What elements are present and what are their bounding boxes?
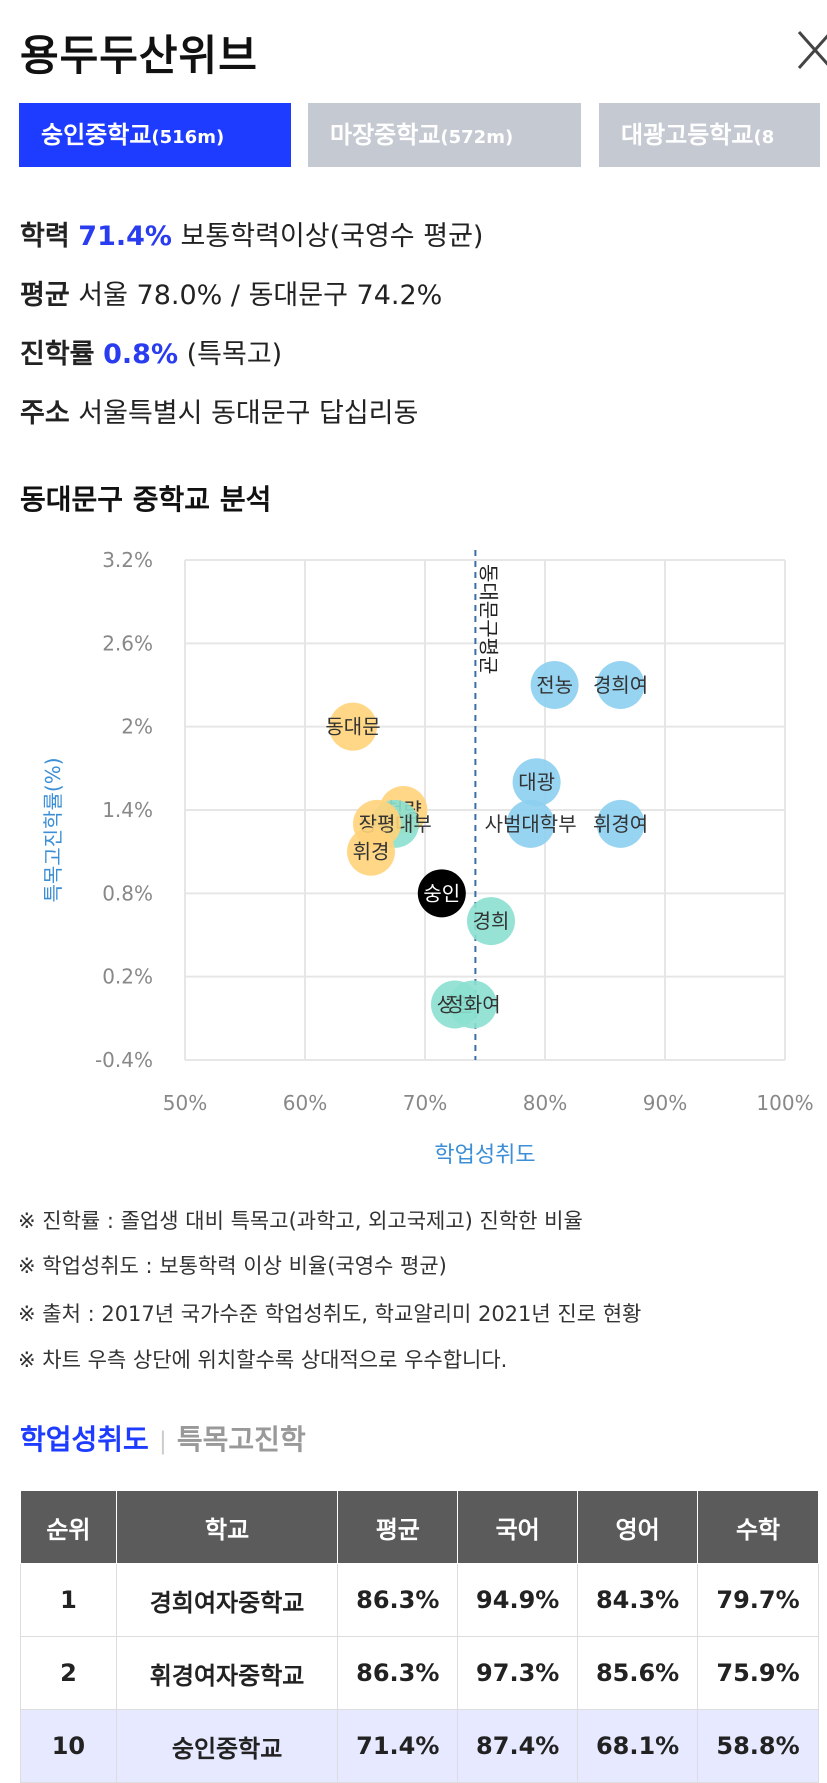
col-korean: 국어 [457,1490,579,1564]
note-3: ※ 출처 : 2017년 국가수준 학업성취도, 학교알리미 2021년 진로 … [18,1302,642,1326]
x-tick-label: 60% [283,1091,327,1115]
x-tick-label: 70% [403,1091,447,1115]
x-tick-label: 90% [643,1091,687,1115]
data-point-label: 정화여 [445,992,500,1016]
cell-average: 71.4% [337,1709,459,1783]
tab-school-1[interactable]: 숭인중학교(516m) [19,103,291,167]
cell-average: 86.3% [337,1563,459,1637]
data-point [530,661,579,709]
data-point [449,980,497,1029]
cell-math: 79.7% [697,1563,819,1637]
data-point [512,758,561,807]
data-point [347,827,395,876]
col-math: 수학 [697,1490,819,1564]
y-axis-label: 특목고진학률(%) [41,757,65,902]
data-point [467,897,515,946]
y-tick-label: 0.8% [102,881,153,905]
col-english: 영어 [577,1490,699,1564]
cell-english: 68.1% [577,1709,699,1783]
note-4: ※ 차트 우측 상단에 위치할수록 상대적으로 우수합니다. [18,1348,508,1372]
note-1: ※ 진학률 : 졸업생 대비 특목고(과학고, 외고국제고) 진학한 비율 [18,1209,583,1233]
y-tick-label: 0.2% [102,965,153,989]
cell-school: 경희여자중학교 [115,1563,339,1637]
data-point-label: 휘경 [353,840,390,864]
col-school: 학교 [115,1490,339,1564]
col-average: 평균 [337,1490,459,1564]
data-point-label: 전농 [536,673,573,697]
data-point-label: 경희여 [593,673,648,697]
y-tick-label: 1.4% [102,798,153,822]
x-axis-label: 학업성취도 [434,1143,535,1168]
ranking-table: 순위 학교 평균 국어 영어 수학 1 경희여자중학교 86.3% 94.9% … [20,1490,819,1783]
reference-line-label: 동대문구평균 [476,564,500,674]
data-point [596,661,645,709]
data-point [329,702,377,751]
data-point [506,799,555,848]
x-tick-label: 50% [163,1091,207,1115]
tab-school-3[interactable]: 대광고등학교(8 [599,103,820,167]
data-point [417,869,466,918]
data-point-label: 경희 [473,909,510,933]
note-2: ※ 학업성취도 : 보통학력 이상 비율(국영수 평균) [18,1254,447,1278]
x-tick-label: 80% [523,1091,567,1115]
y-tick-label: -0.4% [95,1048,153,1072]
y-tick-label: 3.2% [102,548,153,572]
table-row: 1 경희여자중학교 86.3% 94.9% 84.3% 79.7% [20,1563,819,1637]
table-row-current: 10 숭인중학교 71.4% 87.4% 68.1% 58.8% [20,1709,819,1783]
advancement-row: 진학률 0.8% (특목고) [20,339,283,370]
cell-rank: 10 [20,1709,117,1783]
subtab-special-school[interactable]: 특목고진학 [176,1423,306,1456]
subtab-achievement[interactable]: 학업성취도 [20,1423,149,1456]
average-row: 평균 서울 78.0% / 동대문구 74.2% [20,280,443,311]
data-point-label: 동대문 [325,715,380,739]
cell-school: 숭인중학교 [115,1709,339,1783]
data-point-label: 숭인 [423,881,460,905]
cell-korean: 94.9% [457,1563,579,1637]
address-row: 주소 서울특별시 동대문구 답십리동 [20,398,419,429]
subtab-divider: | [158,1427,167,1455]
table-header-row: 순위 학교 평균 국어 영어 수학 [20,1490,819,1564]
cell-average: 86.3% [337,1636,459,1710]
y-tick-label: 2% [121,715,153,739]
y-tick-label: 2.6% [102,631,153,655]
cell-english: 85.6% [577,1636,699,1710]
data-point [596,799,645,848]
cell-school: 휘경여자중학교 [115,1636,339,1710]
close-icon[interactable] [795,28,827,76]
col-rank: 순위 [20,1490,117,1564]
school-tabs: 숭인중학교(516m) 마장중학교(572m) 대광고등학교(8 [0,103,827,169]
table-row: 2 휘경여자중학교 86.3% 97.3% 85.6% 75.9% [20,1636,819,1710]
data-point-label: 휘경여 [593,812,648,836]
cell-korean: 97.3% [457,1636,579,1710]
cell-math: 58.8% [697,1709,819,1783]
cell-korean: 87.4% [457,1709,579,1783]
page-title: 용두두산위브 [20,31,258,80]
cell-rank: 2 [20,1636,117,1710]
x-tick-label: 100% [756,1091,813,1115]
cell-math: 75.9% [697,1636,819,1710]
tab-school-2[interactable]: 마장중학교(572m) [308,103,581,167]
data-point-label: 대광 [518,770,555,794]
ranking-subtabs: 학업성취도 | 특목고진학 [20,1418,306,1458]
scatter-chart: 3.2% 2.6% 2% 1.4% 0.8% 0.2% -0.4% 50% 60% 70% 80% 9… [0,540,827,1174]
data-point-label: 사범대학부 [485,812,577,836]
academic-row: 학력 71.4% 보통학력이상(국영수 평균) [20,221,484,252]
cell-english: 84.3% [577,1563,699,1637]
cell-rank: 1 [20,1563,117,1637]
analysis-title: 동대문구 중학교 분석 [20,483,272,516]
